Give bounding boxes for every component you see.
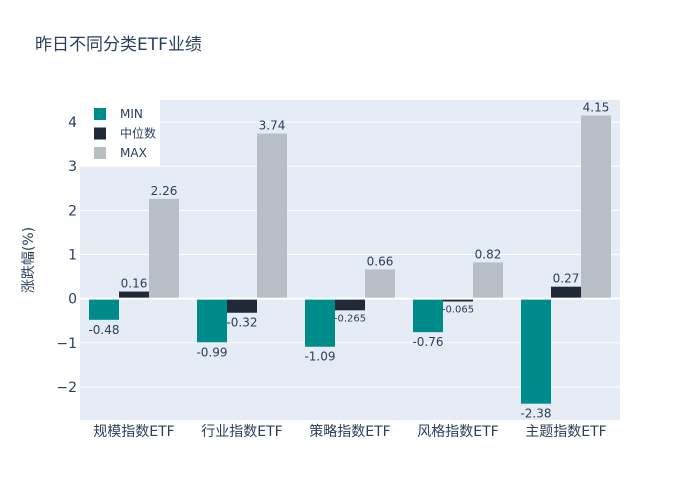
data-label: 0.82 [475, 247, 502, 261]
x-category-label: 风格指数ETF [417, 424, 498, 440]
data-label: -1.09 [304, 350, 335, 364]
data-label: 0.66 [367, 254, 394, 268]
y-tick-label: 0 [68, 292, 77, 308]
y-tick-label: −2 [56, 380, 77, 396]
legend-item-MIN[interactable]: MIN [94, 107, 143, 121]
chart-title: 昨日不同分类ETF业绩 [35, 35, 202, 55]
data-label: -0.48 [88, 323, 119, 337]
legend-box [80, 100, 160, 166]
y-tick-label: 4 [68, 115, 77, 131]
data-labels: -0.48 -0.99 -1.09 -0.76 -2.38 0.16 -0.32 -0.265… [88, 100, 609, 420]
data-label: -0.065 [442, 304, 474, 315]
legend-swatch [94, 147, 106, 159]
y-tick-label: 2 [68, 203, 77, 219]
bar-MAX-3[interactable] [473, 262, 503, 299]
bar-MAX-0[interactable] [149, 198, 179, 299]
legend-swatch [94, 108, 106, 120]
legend-swatch [94, 127, 106, 140]
data-label: -2.38 [520, 407, 551, 421]
x-category-label: 主题指数ETF [525, 424, 606, 440]
bar-MAX-4[interactable] [581, 115, 611, 299]
legend-label: MAX [120, 146, 147, 160]
legend[interactable]: MIN 中位数 MAX [80, 100, 160, 166]
bar-layer [89, 115, 611, 404]
data-label: -0.99 [196, 345, 227, 359]
legend-label: 中位数 [120, 126, 156, 141]
bar-MIN-3[interactable] [413, 298, 443, 333]
bar-中位数-2[interactable] [335, 298, 365, 311]
data-label: -0.76 [412, 335, 443, 349]
bar-MIN-4[interactable] [521, 298, 551, 404]
bar-MIN-1[interactable] [197, 298, 227, 343]
data-label: 0.27 [553, 272, 580, 286]
gridlines [80, 121, 620, 388]
y-tick-label: 1 [68, 247, 77, 263]
y-axis-ticks: −2 −1 0 1 2 3 4 [56, 115, 77, 396]
x-category-label: 规模指数ETF [93, 424, 174, 440]
bar-中位数-0[interactable] [119, 291, 149, 299]
bar-MIN-2[interactable] [305, 298, 335, 347]
data-label: 2.26 [151, 184, 178, 198]
data-label: 0.16 [121, 277, 148, 291]
y-axis-label: 涨跌幅(%) [21, 227, 37, 293]
y-tick-label: 3 [68, 159, 77, 175]
data-label: -0.32 [226, 316, 257, 330]
bar-MAX-1[interactable] [257, 133, 287, 299]
y-tick-label: −1 [56, 336, 77, 352]
x-category-label: 策略指数ETF [309, 423, 390, 440]
bar-MIN-0[interactable] [89, 298, 119, 320]
data-label: 3.74 [259, 119, 286, 133]
data-label: 4.15 [583, 100, 610, 114]
bar-中位数-1[interactable] [227, 298, 257, 313]
x-category-label: 行业指数ETF [201, 424, 282, 440]
x-axis-ticks: 规模指数ETF 行业指数ETF 策略指数ETF 风格指数ETF 主题指数ETF [93, 423, 606, 440]
legend-item-中位数[interactable]: 中位数 [94, 126, 156, 141]
bar-中位数-3[interactable] [443, 298, 473, 302]
data-label: -0.265 [334, 313, 366, 324]
legend-item-MAX[interactable]: MAX [94, 146, 147, 160]
bar-中位数-4[interactable] [551, 286, 581, 299]
bar-MAX-2[interactable] [365, 269, 395, 299]
legend-label: MIN [120, 107, 143, 121]
